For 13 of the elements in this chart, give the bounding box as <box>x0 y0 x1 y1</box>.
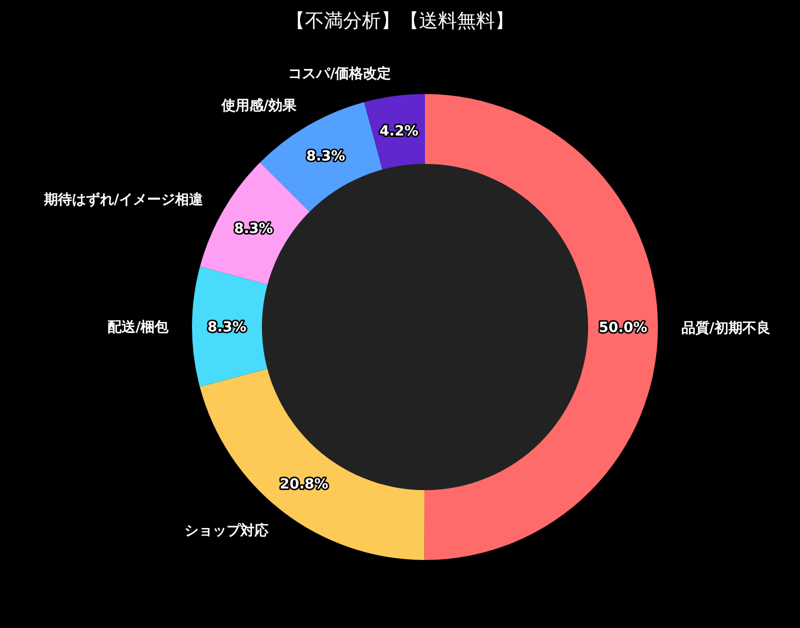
data-label: 20.8% <box>280 476 328 493</box>
data-label: 50.0% <box>598 320 648 336</box>
slice-label: 品質/初期不良 <box>681 319 770 336</box>
data-label: 8.3% <box>234 220 273 237</box>
data-label: 8.3% <box>208 320 246 336</box>
slice-label: 使用感/効果 <box>220 98 298 114</box>
slice-label: ショップ対応 <box>184 522 268 539</box>
slice-label: 期待はずれ/イメージ相違 <box>42 192 204 208</box>
chart-title: 【不満分析】【送料無料】 <box>286 10 514 32</box>
data-label: 4.2% <box>380 124 418 140</box>
slice-label: コスパ/価格改定 <box>288 64 392 82</box>
data-label: 8.3% <box>306 148 346 165</box>
slice-label: 配送/梱包 <box>108 319 170 336</box>
